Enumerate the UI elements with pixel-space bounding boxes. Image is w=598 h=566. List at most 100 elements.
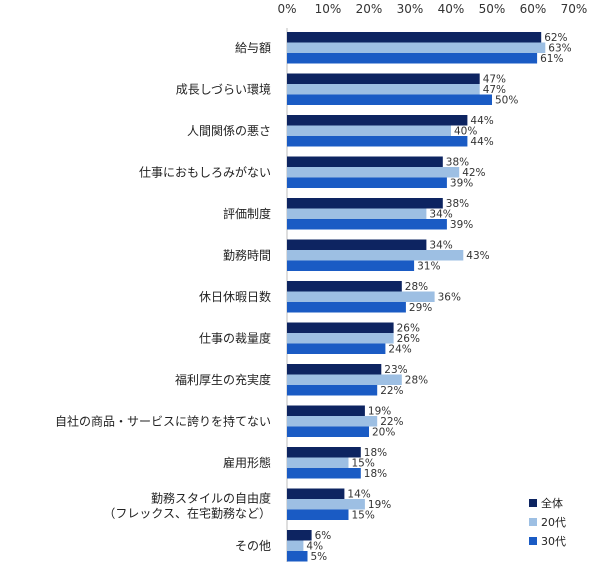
bar-value-label: 18% xyxy=(364,468,387,480)
x-tick-label: 30% xyxy=(397,2,424,16)
category-label: 休日休暇日数 xyxy=(199,289,271,304)
bar xyxy=(287,156,443,167)
x-tick-label: 20% xyxy=(356,2,383,16)
bar xyxy=(287,385,378,396)
bar-value-label: 63% xyxy=(548,43,571,55)
bar-value-label: 6% xyxy=(315,530,332,542)
bar xyxy=(287,208,427,219)
bar xyxy=(287,426,369,437)
bar xyxy=(287,447,361,458)
category-label: 給与額 xyxy=(235,41,271,55)
bar-value-label: 19% xyxy=(368,406,391,418)
legend-swatch xyxy=(529,537,537,545)
bar-value-label: 39% xyxy=(450,178,473,190)
bar-value-label: 40% xyxy=(454,126,477,138)
value-labels: 62%63%61%47%47%50%44%40%44%38%42%39%38%3… xyxy=(306,32,571,563)
bar-value-label: 5% xyxy=(311,551,328,563)
bar-value-label: 44% xyxy=(470,115,493,127)
category-label: （フレックス、在宅勤務など） xyxy=(103,505,271,520)
category-label: 自社の商品・サービスに誇りを持てない xyxy=(55,413,271,428)
bar-value-label: 34% xyxy=(429,240,452,252)
bar xyxy=(287,84,480,95)
bar xyxy=(287,42,546,53)
bar xyxy=(287,540,304,551)
bar-value-label: 39% xyxy=(450,219,473,231)
bar-value-label: 19% xyxy=(368,499,391,511)
bar-value-label: 23% xyxy=(384,364,407,376)
bar xyxy=(287,125,451,136)
category-label: 評価制度 xyxy=(223,206,271,221)
x-tick-label: 50% xyxy=(479,2,506,16)
bar xyxy=(287,302,406,313)
bar xyxy=(287,499,365,510)
bar-value-label: 22% xyxy=(380,385,403,397)
bar-value-label: 44% xyxy=(470,136,493,148)
legend-swatch xyxy=(529,518,537,526)
bar xyxy=(287,239,427,250)
bar xyxy=(287,364,382,375)
bar xyxy=(287,177,447,188)
x-tick-label: 10% xyxy=(315,2,342,16)
legend-label: 30代 xyxy=(541,535,566,548)
bar-value-label: 22% xyxy=(380,416,403,428)
bar-value-label: 24% xyxy=(388,344,411,356)
bar xyxy=(287,250,464,261)
bar xyxy=(287,219,447,230)
bar xyxy=(287,260,415,271)
legend-swatch xyxy=(529,499,537,507)
bar-value-label: 42% xyxy=(462,167,485,179)
bar-value-label: 14% xyxy=(347,489,370,501)
bar xyxy=(287,530,312,541)
bar xyxy=(287,405,365,416)
bar-value-label: 47% xyxy=(483,84,506,96)
bar-value-label: 28% xyxy=(405,281,428,293)
legend-label: 20代 xyxy=(541,516,566,529)
bar xyxy=(287,457,349,468)
bar-value-label: 18% xyxy=(364,447,387,459)
bar xyxy=(287,115,468,126)
bar xyxy=(287,416,378,427)
category-label: 勤務時間 xyxy=(223,248,271,262)
category-label: その他 xyxy=(235,539,271,553)
bar xyxy=(287,198,443,209)
category-label: 雇用形態 xyxy=(223,455,271,470)
bar-value-label: 26% xyxy=(397,323,420,335)
bars xyxy=(287,32,546,562)
bar-value-label: 15% xyxy=(352,458,375,470)
bar-value-label: 31% xyxy=(417,261,440,273)
x-tick-label: 0% xyxy=(277,2,296,16)
x-tick-label: 40% xyxy=(438,2,465,16)
bar-value-label: 61% xyxy=(540,53,563,65)
category-label: 仕事の裁量度 xyxy=(199,330,271,345)
bar xyxy=(287,551,308,562)
legend: 全体 20代 30代 xyxy=(529,496,566,548)
bar xyxy=(287,73,480,84)
bar-value-label: 50% xyxy=(495,95,518,107)
category-label: 福利厚生の充実度 xyxy=(175,372,271,387)
category-label: 人間関係の悪さ xyxy=(187,124,271,138)
bar xyxy=(287,343,386,354)
bar-value-label: 4% xyxy=(306,541,323,553)
bar-value-label: 26% xyxy=(397,333,420,345)
bar xyxy=(287,509,349,520)
bar xyxy=(287,374,402,385)
bar xyxy=(287,468,361,479)
bar-value-label: 34% xyxy=(429,209,452,221)
bar-value-label: 43% xyxy=(466,250,489,262)
bar-value-label: 38% xyxy=(446,157,469,169)
category-label: 勤務スタイルの自由度 xyxy=(151,490,271,505)
x-tick-label: 60% xyxy=(520,2,547,16)
category-labels: 給与額成長しづらい環境人間関係の悪さ仕事におもしろみがない評価制度勤務時間休日休… xyxy=(55,41,271,553)
bar xyxy=(287,167,460,178)
bar-value-label: 15% xyxy=(352,510,375,522)
legend-label: 全体 xyxy=(541,496,563,510)
bar xyxy=(287,94,492,105)
x-tick-label: 70% xyxy=(561,2,588,16)
bar xyxy=(287,136,468,147)
category-label: 成長しづらい環境 xyxy=(176,81,271,96)
bar xyxy=(287,488,345,499)
category-label: 仕事におもしろみがない xyxy=(139,164,271,179)
bar-value-label: 36% xyxy=(438,292,461,304)
bar xyxy=(287,32,542,43)
